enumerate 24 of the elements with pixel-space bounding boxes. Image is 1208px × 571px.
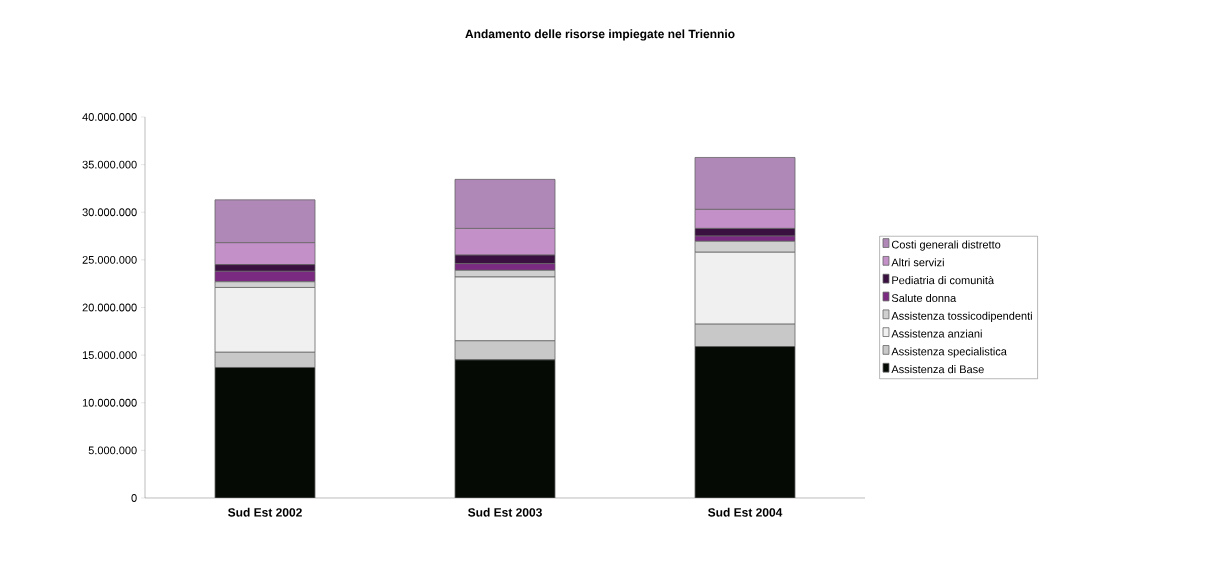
legend-label: Salute donna (891, 293, 957, 302)
y-tick-label: 35.000.000 (82, 160, 137, 169)
y-tick-label: 5.000.000 (88, 446, 137, 455)
legend-label: Pediatria di comunità (892, 275, 995, 285)
bar (694, 346, 796, 498)
bar (454, 359, 556, 498)
x-tick-label: Sud Est 2004 (708, 507, 783, 517)
y-tick-label: 15.000.000 (82, 351, 137, 360)
legend-label: Assistenza anziani (891, 329, 982, 338)
chart-title: Andamento delle risorse impiegate nel Triennio (465, 29, 735, 41)
y-tick-label: 30.000.000 (82, 208, 137, 217)
y-tick-label: 40.000.000 (82, 113, 137, 121)
y-tick-label: 25.000.000 (82, 255, 137, 264)
y-tick-label: 10.000.000 (82, 398, 137, 407)
legend-label: Assistenza specialistica (891, 347, 1007, 358)
legend-label: Assistenza tossicodipendenti (891, 311, 1032, 322)
legend-label: Costi generali distretto (891, 240, 1001, 251)
y-tick-label: 0 (131, 494, 137, 502)
x-tick-label: Sud Est 2002 (228, 507, 302, 517)
bar (214, 367, 316, 498)
x-tick-label: Sud Est 2003 (468, 507, 542, 517)
y-tick-label: 20.000.000 (82, 303, 137, 312)
legend-label: Altri servizi (891, 258, 944, 267)
legend-label: Assistenza di Base (891, 365, 984, 374)
